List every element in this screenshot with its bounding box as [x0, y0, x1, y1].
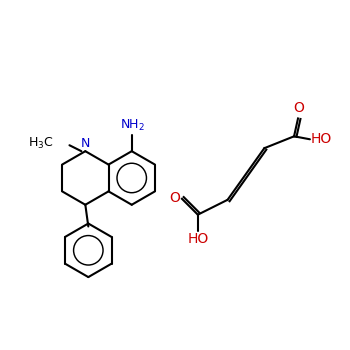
Text: O: O: [169, 191, 180, 205]
Text: HO: HO: [311, 132, 332, 146]
Text: H$_3$C: H$_3$C: [28, 136, 54, 151]
Text: O: O: [294, 102, 304, 116]
Text: N: N: [80, 137, 90, 150]
Text: HO: HO: [187, 232, 209, 246]
Text: NH$_2$: NH$_2$: [120, 118, 145, 133]
